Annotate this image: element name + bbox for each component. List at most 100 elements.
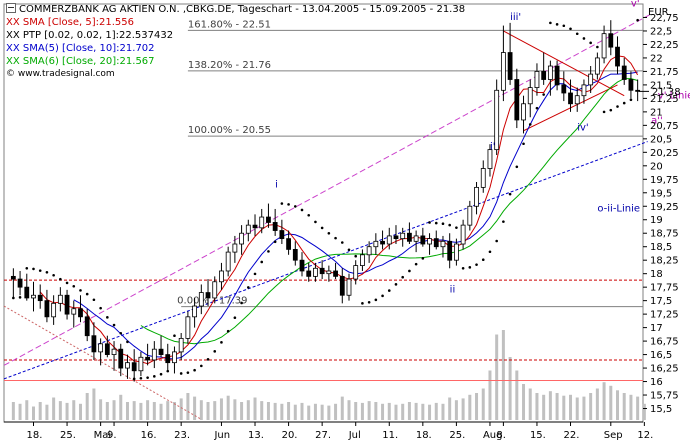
o-ii-trend-line	[3, 141, 648, 380]
candle-body	[594, 57, 600, 75]
wedge-upper-line	[503, 30, 625, 97]
sar-dot	[508, 192, 512, 196]
volume-bar	[179, 398, 183, 420]
sar-dot	[200, 364, 203, 368]
candle-body	[615, 46, 620, 67]
volume-bar	[253, 397, 257, 420]
sar-dot	[609, 108, 613, 112]
sar-dot	[334, 236, 337, 240]
volume-bar	[528, 388, 532, 420]
x-tick-label: Sep	[604, 430, 623, 441]
volume-bar	[193, 396, 197, 420]
sar-dot	[12, 296, 15, 300]
candle-body	[306, 270, 312, 277]
y-tick-label: 18,5	[650, 242, 672, 253]
sar-dot	[173, 334, 176, 338]
candle-body	[319, 267, 325, 275]
volume-bar	[266, 402, 270, 420]
candle-body	[588, 73, 594, 86]
candle-body	[635, 89, 641, 92]
volume-bar	[354, 402, 358, 420]
candle-body	[252, 224, 258, 229]
sar-dot	[528, 123, 532, 126]
candle-body	[554, 65, 560, 86]
legend-sma5-text: XX SMA [Close, 5]:21.556	[6, 17, 134, 28]
sar-dot	[79, 289, 82, 292]
candle-body	[494, 89, 500, 151]
volume-bar	[300, 402, 304, 420]
candle-body	[541, 71, 547, 80]
volume-bar	[602, 382, 606, 420]
sar-dot	[589, 41, 592, 45]
candle-body	[366, 246, 372, 256]
x-tick-label: Jul	[348, 430, 361, 441]
candle-body	[78, 308, 83, 318]
x-tick-label: 8.	[496, 430, 506, 441]
volume-bar	[58, 401, 62, 420]
sar-dot	[381, 294, 384, 298]
volume-bar	[105, 402, 109, 420]
candle-body	[480, 168, 486, 188]
sar-dot	[119, 331, 123, 335]
sar-dot	[59, 277, 62, 281]
sar-dot	[535, 106, 539, 110]
sar-dot	[179, 372, 183, 375]
fib-level-label: 138.20% - 21.76	[188, 60, 271, 71]
candle-body	[219, 270, 224, 283]
candle-body	[561, 84, 567, 94]
volume-bar	[475, 393, 479, 420]
y-tick-label: 19,5	[650, 188, 672, 199]
y-tick-label: 18,75	[650, 229, 679, 240]
sar-dot	[233, 316, 237, 319]
volume-bar	[347, 400, 351, 420]
candle-body	[286, 238, 291, 250]
sar-dot	[374, 298, 378, 302]
volume-bar	[441, 403, 445, 420]
candle-body	[427, 238, 432, 245]
sar-dot	[45, 270, 49, 274]
wave-label: o-ii-Linie	[597, 204, 640, 215]
candle-body	[239, 232, 244, 245]
candle-body	[165, 354, 171, 364]
volume-bar	[233, 399, 237, 420]
sar-dot	[475, 263, 478, 266]
legend-item-sma5: XX SMA [Close, 5]:21.556	[6, 16, 465, 29]
volume-bar	[589, 393, 593, 420]
x-tick-label: 23.	[174, 430, 190, 441]
candle-body	[534, 71, 540, 89]
sar-dot	[159, 372, 163, 376]
y-tick-label: 17,25	[650, 310, 679, 321]
y-tick-label: 19,25	[650, 202, 679, 213]
candle-body	[360, 254, 365, 266]
volume-bar	[206, 402, 210, 420]
sar-dot	[461, 266, 465, 270]
volume-bar	[166, 401, 170, 420]
candle-body	[447, 240, 453, 261]
sar-dot	[206, 358, 210, 361]
fib-level-label: 161.80% - 22.51	[188, 19, 271, 30]
wave-label: iii'	[510, 12, 521, 23]
legend-item-ptp: XX PTP [0.02, 0.02, 1]:22.537432	[6, 29, 465, 42]
volume-bar	[508, 357, 512, 420]
candle-body	[51, 302, 57, 318]
candle-body	[601, 33, 607, 59]
candle-body	[621, 65, 627, 80]
candle-body	[98, 343, 104, 353]
candle-body	[339, 275, 345, 296]
volume-bar	[11, 402, 15, 420]
volume-bar	[219, 398, 223, 420]
sar-dot	[287, 203, 290, 206]
candle-body	[353, 265, 359, 280]
sar-dot	[569, 27, 572, 31]
y-tick-label: 21,75	[650, 67, 679, 78]
volume-bar	[582, 396, 586, 420]
sar-dot	[139, 376, 143, 380]
volume-bar	[562, 395, 566, 420]
volume-bar	[112, 400, 116, 420]
volume-bar	[360, 402, 364, 420]
y-tick-label: 17	[650, 323, 663, 334]
candle-body	[125, 362, 130, 369]
sar-dot	[616, 105, 619, 108]
candle-body	[71, 308, 77, 315]
